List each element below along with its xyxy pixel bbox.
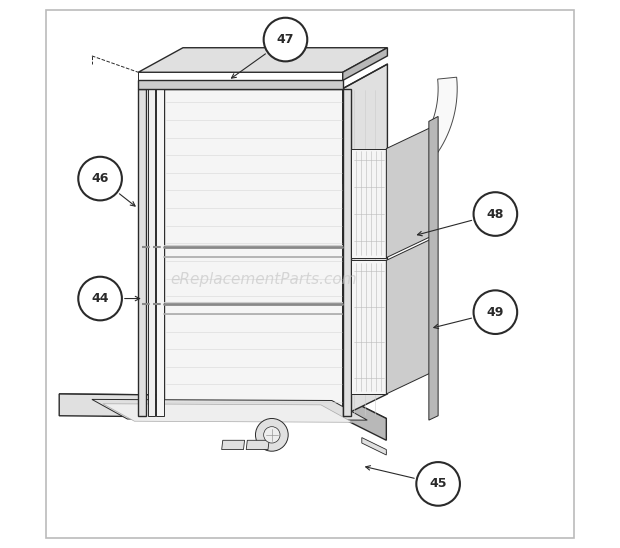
- Polygon shape: [156, 89, 164, 416]
- Circle shape: [264, 18, 308, 61]
- Text: 46: 46: [91, 172, 108, 185]
- Polygon shape: [343, 89, 351, 416]
- Text: 45: 45: [430, 477, 447, 490]
- Polygon shape: [343, 397, 386, 440]
- Polygon shape: [343, 64, 388, 416]
- Polygon shape: [92, 399, 367, 420]
- Polygon shape: [386, 128, 430, 258]
- Polygon shape: [138, 89, 146, 416]
- Polygon shape: [148, 89, 154, 416]
- Text: 48: 48: [487, 208, 504, 220]
- Polygon shape: [343, 77, 457, 203]
- Circle shape: [264, 427, 280, 443]
- Polygon shape: [429, 116, 438, 420]
- Polygon shape: [362, 437, 386, 455]
- Polygon shape: [138, 48, 388, 72]
- Circle shape: [78, 277, 122, 321]
- Circle shape: [255, 419, 288, 451]
- Circle shape: [474, 290, 517, 334]
- Polygon shape: [59, 394, 386, 419]
- Polygon shape: [222, 440, 244, 449]
- Polygon shape: [164, 89, 343, 416]
- Text: eReplacementParts.com: eReplacementParts.com: [170, 272, 357, 287]
- Circle shape: [474, 192, 517, 236]
- Text: 44: 44: [91, 292, 109, 305]
- Polygon shape: [138, 81, 343, 89]
- Text: 47: 47: [277, 33, 294, 46]
- Polygon shape: [386, 239, 430, 394]
- Circle shape: [416, 462, 460, 506]
- Polygon shape: [343, 48, 388, 81]
- Polygon shape: [59, 394, 343, 419]
- Polygon shape: [351, 149, 386, 258]
- Polygon shape: [351, 260, 386, 394]
- Polygon shape: [246, 440, 269, 449]
- Polygon shape: [103, 404, 353, 423]
- Text: 49: 49: [487, 306, 504, 319]
- Circle shape: [78, 157, 122, 201]
